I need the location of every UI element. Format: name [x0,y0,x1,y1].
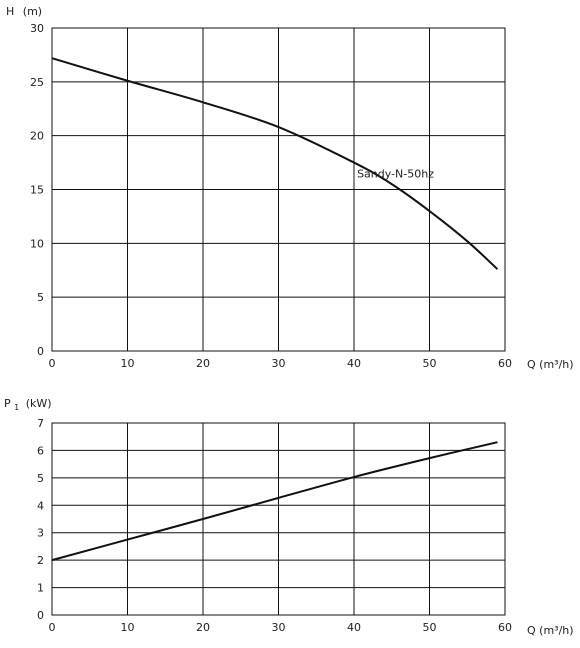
head-y-label-unit: (m) [23,5,42,18]
power-chart-x-tick-label: 60 [498,621,512,634]
power-chart-grid [51,422,506,616]
head-chart-x-tick-label: 20 [196,357,210,370]
power-y-label-symbol: P [4,397,11,410]
head-chart-y-ticks: 0 5 10 15 20 25 30 [30,22,44,358]
head-chart-x-tick-label: 10 [121,357,135,370]
power-chart-x-ticks: 0 10 20 30 40 50 60 [49,621,513,634]
head-chart-y-tick-label: 5 [37,291,44,304]
power-y-label-subscript: 1 [14,403,19,412]
head-chart-y-tick-label: 0 [37,345,44,358]
power-curve [51,441,498,562]
power-chart-y-tick-label: 0 [37,609,44,622]
power-chart-x-tick-label: 40 [347,621,361,634]
power-chart-y-tick-label: 6 [37,444,44,457]
power-chart-y-tick-label: 7 [37,417,44,430]
power-chart-x-tick-label: 30 [272,621,286,634]
head-chart-frame [51,27,506,352]
power-chart-x-tick-label: 20 [196,621,210,634]
head-curve-series-label: Sandy-N-50hz [357,167,434,180]
power-chart-y-ticks: 0 1 2 3 4 5 6 7 [37,417,44,622]
head-chart-y-tick-label: 15 [30,184,44,197]
head-chart-y-axis-label: H (m) [6,5,42,18]
power-y-label-unit: (kW) [26,397,52,410]
power-chart-y-tick-label: 1 [37,582,44,595]
head-chart-x-tick-label: 40 [347,357,361,370]
power-chart-y-tick-label: 5 [37,472,44,485]
head-chart-x-ticks: 0 10 20 30 40 50 60 [49,357,513,370]
head-y-label-symbol: H [6,5,14,18]
power-chart-y-tick-label: 2 [37,554,44,567]
head-chart-x-tick-label: 0 [49,357,56,370]
head-chart-y-tick-label: 30 [30,22,44,35]
power-chart-y-tick-label: 3 [37,527,44,540]
power-chart-y-tick-label: 4 [37,499,44,512]
head-chart-y-tick-label: 10 [30,237,44,250]
head-chart-x-tick-label: 60 [498,357,512,370]
head-chart-grid [51,27,506,352]
power-chart-x-axis-label: Q (m³/h) [527,624,574,637]
head-chart-x-axis-label: Q (m³/h) [527,358,574,371]
head-chart-x-tick-label: 30 [272,357,286,370]
power-chart-x-tick-label: 10 [121,621,135,634]
head-curve-sandy-n-50hz [51,57,499,270]
power-chart-frame [51,422,506,616]
power-chart-y-axis-label: P 1 (kW) [4,397,52,413]
power-chart-x-tick-label: 50 [423,621,437,634]
power-chart-x-tick-label: 0 [49,621,56,634]
power-chart: 0 1 2 3 4 5 6 7 0 10 20 30 40 50 60 P 1 (kW) Q (m³/h) [4,397,574,637]
head-chart-y-tick-label: 25 [30,76,44,89]
head-chart-y-tick-label: 20 [30,130,44,143]
head-chart-x-tick-label: 50 [423,357,437,370]
